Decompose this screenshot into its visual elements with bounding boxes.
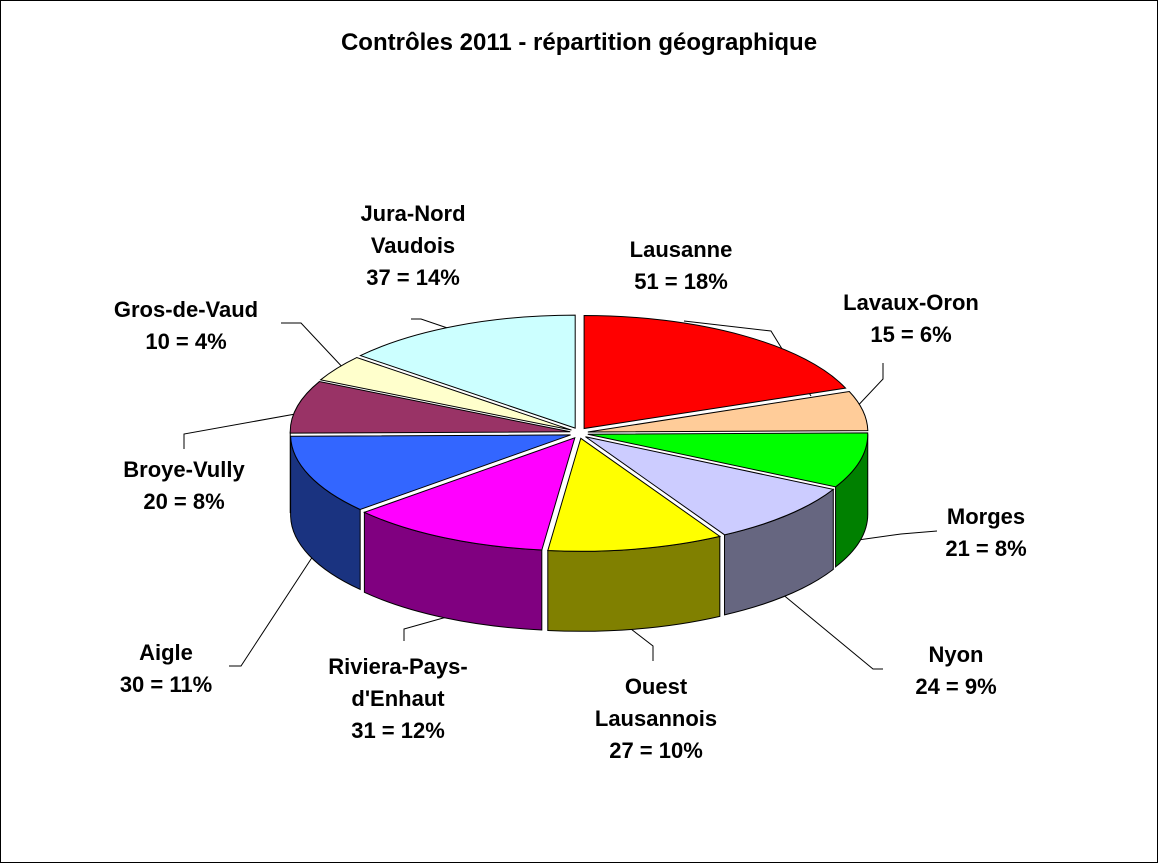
slice <box>587 432 869 488</box>
category-label: Ouest Lausannois <box>594 674 718 731</box>
category-label: Aigle <box>139 640 193 665</box>
value-label: 21 = 8% <box>945 536 1027 561</box>
slice <box>547 437 722 552</box>
leader-line <box>229 555 314 667</box>
value-label: 24 = 9% <box>915 674 997 699</box>
slice <box>289 381 571 434</box>
value-label: 27 = 10% <box>609 738 703 763</box>
leader-line <box>281 322 347 372</box>
data-label: Jura-Nord Vaudois 37 = 14% <box>348 198 478 294</box>
data-label: Morges 21 = 8% <box>886 501 1086 565</box>
slice <box>359 314 576 429</box>
category-label: Lavaux-Oron <box>843 290 979 315</box>
category-label: Gros-de-Vaud <box>113 297 259 322</box>
leader-line <box>630 628 654 661</box>
value-label: 37 = 14% <box>366 265 460 290</box>
slice <box>319 356 572 431</box>
data-label: Lausanne 51 = 18% <box>581 234 781 298</box>
category-label: Jura-Nord Vaudois <box>360 201 466 258</box>
slice <box>290 434 571 511</box>
data-label: Gros-de-Vaud 10 = 4% <box>86 294 286 358</box>
pie-tops <box>289 314 869 552</box>
slice <box>587 390 869 433</box>
category-label: Lausanne <box>629 237 733 262</box>
chart-title: Contrôles 2011 - répartition géographiqu… <box>340 29 818 56</box>
slice <box>583 315 847 430</box>
slice <box>585 436 835 536</box>
leader-line <box>850 363 884 414</box>
slice <box>363 436 576 551</box>
value-label: 30 = 11% <box>119 672 213 697</box>
leader-line <box>183 412 302 449</box>
data-label: Broye-Vully 20 = 8% <box>84 454 284 518</box>
value-label: 10 = 4% <box>145 329 227 354</box>
leader-line <box>403 612 462 641</box>
data-label: Nyon 24 = 9% <box>856 639 1056 703</box>
category-label: Nyon <box>928 642 984 667</box>
value-label: 20 = 8% <box>143 489 225 514</box>
value-label: 31 = 12% <box>351 718 445 743</box>
category-label: Morges <box>946 504 1026 529</box>
data-label: Riviera-Pays-d'Enhaut 31 = 12% <box>313 651 483 747</box>
value-label: 15 = 6% <box>870 322 952 347</box>
data-label: Aigle 30 = 11% <box>66 637 266 701</box>
leader-line <box>850 530 938 542</box>
category-label: Riviera-Pays-d'Enhaut <box>328 654 468 711</box>
value-label: 51 = 18% <box>634 269 728 294</box>
data-label: Lavaux-Oron 15 = 6% <box>811 287 1011 351</box>
leader-line <box>780 592 883 670</box>
data-label: Ouest Lausannois 27 = 10% <box>586 671 726 767</box>
category-label: Broye-Vully <box>123 457 245 482</box>
